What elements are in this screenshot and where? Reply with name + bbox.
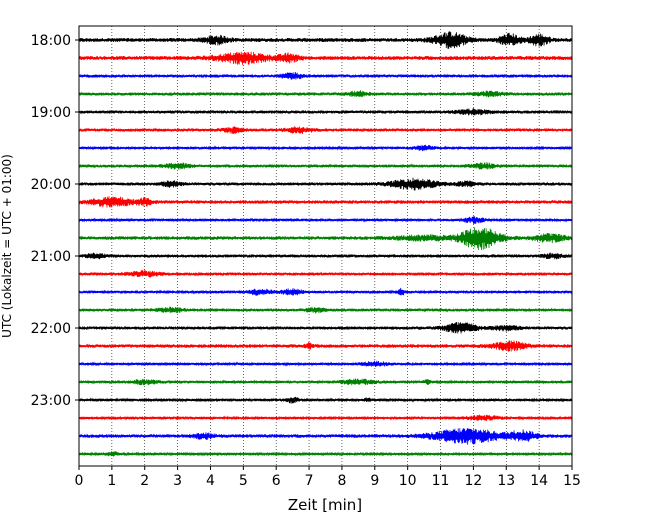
trace-2215 [78, 340, 573, 352]
trace-1945 [78, 162, 573, 170]
trace-1930 [78, 144, 573, 152]
trace-2345 [78, 451, 573, 457]
y-tick-label: 18:00 [31, 33, 71, 49]
x-tick-label: 7 [305, 473, 314, 489]
x-tick-label: 3 [173, 473, 182, 489]
trace-1900 [78, 108, 573, 116]
x-tick-label: 14 [530, 473, 548, 489]
trace-2030 [78, 216, 573, 224]
x-tick-label: 13 [497, 473, 515, 489]
trace-2330 [78, 428, 573, 445]
trace-2045 [78, 227, 573, 251]
trace-1815 [78, 51, 573, 65]
seismogram-traces [78, 31, 573, 457]
x-tick-label: 0 [75, 473, 84, 489]
trace-2245 [78, 378, 573, 386]
trace-2015 [78, 196, 573, 208]
x-tick-label: 10 [399, 473, 417, 489]
trace-2000 [78, 177, 573, 191]
trace-1800 [78, 31, 573, 49]
x-tick-label: 12 [464, 473, 482, 489]
trace-1845 [78, 90, 573, 98]
trace-2230 [78, 360, 573, 367]
trace-2145 [78, 306, 573, 314]
x-tick-label: 9 [370, 473, 379, 489]
x-axis-ticks: 0 1 2 3 4 5 6 7 8 9 10 11 12 13 14 15 [75, 466, 581, 489]
x-tick-label: 11 [432, 473, 450, 489]
x-tick-label: 8 [337, 473, 346, 489]
x-tick-label: 1 [107, 473, 116, 489]
trace-2115 [78, 270, 573, 278]
y-tick-label: 23:00 [31, 393, 71, 409]
x-tick-label: 15 [563, 473, 581, 489]
x-tick-label: 6 [272, 473, 281, 489]
y-tick-label: 22:00 [31, 321, 71, 337]
trace-2100 [78, 252, 573, 260]
y-tick-label: 19:00 [31, 105, 71, 121]
trace-2200 [78, 322, 573, 334]
y-axis-ticks: 18:00 19:00 20:00 21:00 22:00 23:00 [31, 33, 79, 409]
y-tick-label: 21:00 [31, 249, 71, 265]
x-gridlines [111, 26, 540, 466]
x-tick-label: 5 [239, 473, 248, 489]
trace-2315 [78, 414, 573, 421]
trace-2300 [78, 396, 573, 404]
y-tick-label: 20:00 [31, 177, 71, 193]
x-axis-label: Zeit [min] [288, 496, 362, 514]
x-tick-label: 2 [140, 473, 149, 489]
trace-1830 [78, 72, 573, 80]
trace-1915 [78, 126, 573, 135]
trace-2130 [78, 287, 573, 296]
plot-frame [78, 25, 573, 467]
x-tick-label: 4 [206, 473, 215, 489]
y-axis-label: UTC (Lokalzeit = UTC + 01:00) [0, 154, 14, 338]
